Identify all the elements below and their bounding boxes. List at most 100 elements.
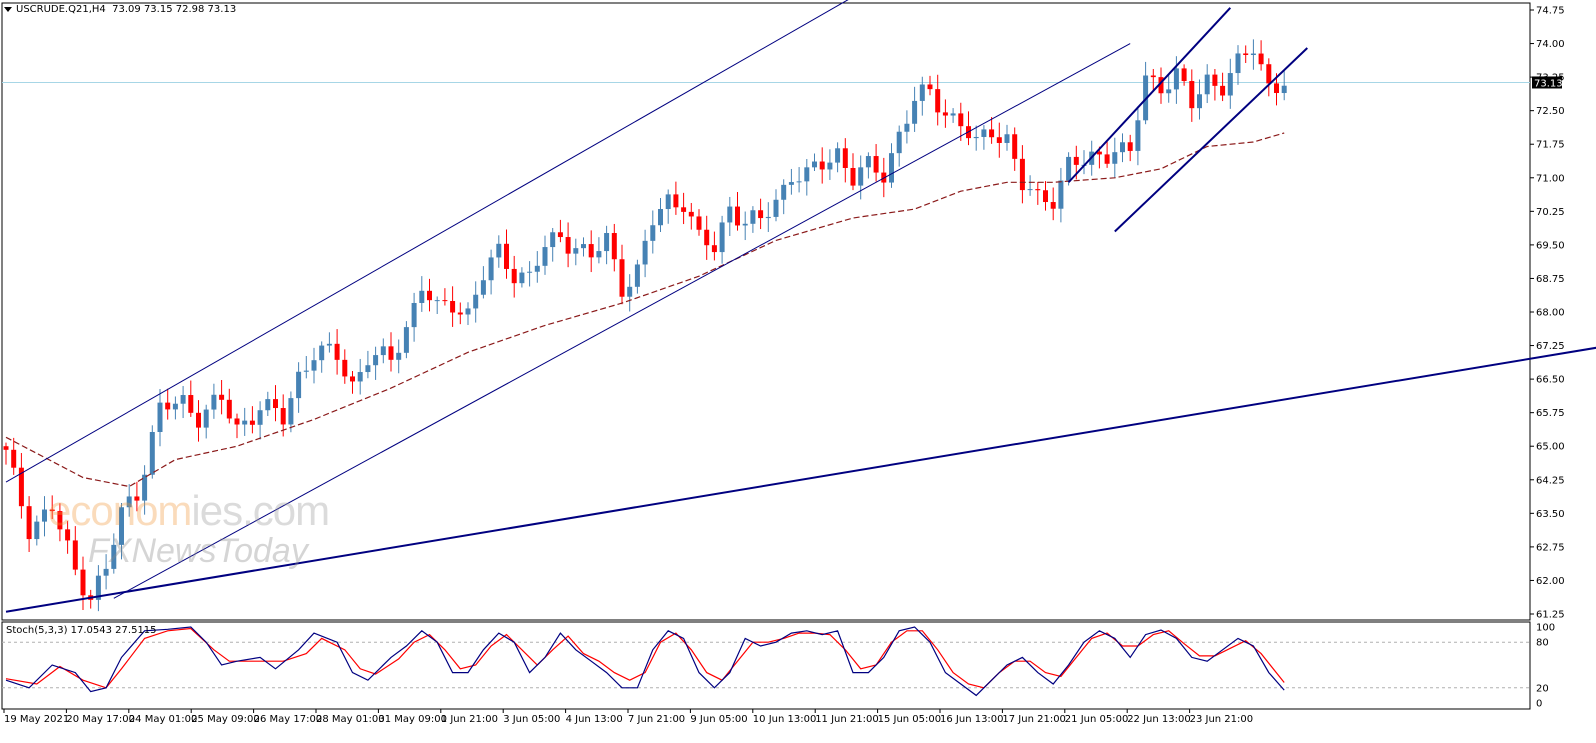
time-tick-label: 10 Jun 13:00: [753, 714, 817, 725]
candle-body: [596, 251, 602, 258]
candle-body: [858, 167, 864, 186]
stochastic-label: Stoch(5,3,3) 17.0543 27.5115: [6, 625, 157, 636]
candle-body: [704, 229, 710, 246]
candle-body: [419, 290, 425, 303]
candle-body: [26, 506, 32, 540]
candle-body: [1173, 68, 1179, 90]
upper-channel-trendline: [5, 0, 849, 483]
candle-body: [1104, 154, 1110, 164]
candle-body: [504, 243, 509, 269]
time-tick-label: 1 Jun 21:00: [441, 714, 498, 725]
candle-body: [750, 210, 756, 224]
candle-body: [819, 161, 825, 170]
candle-body: [1050, 202, 1056, 209]
candle-body: [80, 569, 86, 596]
candle-body: [234, 418, 240, 425]
candle-body: [319, 345, 325, 361]
time-tick-label: 23 Jun 21:00: [1190, 714, 1254, 725]
short-channel-upper-trendline: [1067, 7, 1232, 183]
price-tick-label: 64.25: [1536, 475, 1565, 486]
candle-body: [1012, 134, 1018, 159]
candle-body: [442, 300, 448, 302]
main-panel: [1, 2, 1531, 621]
candle-body: [326, 343, 332, 346]
candle-body: [142, 474, 148, 501]
osc-level-label: 100: [1536, 623, 1555, 634]
candle-body: [457, 312, 463, 315]
candle-body: [611, 233, 617, 260]
candle-body: [812, 161, 817, 168]
candle-body: [18, 467, 24, 507]
candle-body: [1150, 75, 1156, 78]
candle-body: [72, 540, 78, 570]
osc-level-label: 20: [1536, 683, 1549, 694]
candle-body: [711, 245, 717, 253]
candle-body: [350, 376, 355, 382]
dropdown-arrow-icon[interactable]: [4, 7, 12, 12]
candle-body: [1166, 89, 1172, 94]
candle-body: [827, 162, 833, 170]
candle-body: [942, 112, 948, 116]
candle-body: [658, 209, 663, 226]
candle-body: [111, 544, 117, 569]
candle-body: [1204, 74, 1210, 95]
candle-body: [873, 156, 879, 173]
candle-body: [11, 449, 17, 468]
candle-body: [380, 346, 386, 356]
price-tick-label: 65.75: [1536, 408, 1565, 419]
candle-body: [249, 420, 255, 425]
candle-body: [935, 89, 941, 113]
candle-body: [149, 432, 155, 475]
time-tick-label: 26 May 17:00: [254, 714, 323, 725]
candle-body: [273, 399, 278, 409]
candle-body: [196, 412, 201, 428]
time-tick-label: 25 May 09:00: [191, 714, 260, 725]
price-tick-label: 66.50: [1536, 375, 1565, 386]
long-term-support-trendline: [5, 346, 1596, 613]
candle-body: [696, 216, 702, 230]
time-tick-label: 3 Jun 05:00: [503, 714, 560, 725]
price-tick-label: 68.00: [1536, 308, 1565, 319]
candle-body: [619, 259, 625, 297]
price-tick-label: 67.25: [1536, 341, 1565, 352]
candle-body: [758, 210, 764, 219]
price-tick-label: 68.75: [1536, 274, 1565, 285]
candle-body: [172, 403, 178, 410]
time-tick-label: 21 Jun 05:00: [1065, 714, 1129, 725]
candle-body: [542, 247, 548, 266]
candle-body: [49, 509, 55, 512]
candle-body: [427, 290, 432, 301]
candle-body: [1058, 180, 1064, 209]
candle-body: [57, 511, 63, 530]
candle-body: [188, 395, 194, 413]
candle-body: [496, 243, 502, 258]
time-tick-label: 22 Jun 13:00: [1127, 714, 1191, 725]
candle-body: [3, 446, 9, 450]
candle-body: [42, 509, 47, 522]
time-tick-label: 4 Jun 13:00: [566, 714, 623, 725]
price-tick-label: 72.50: [1536, 106, 1565, 117]
candle-body: [265, 399, 271, 411]
candle-body: [1135, 120, 1141, 151]
candle-body: [1197, 94, 1202, 109]
candle-body: [1066, 156, 1072, 181]
candle-body: [973, 136, 979, 139]
time-tick-label: 11 Jun 21:00: [815, 714, 879, 725]
ohlc-values: 73.09 73.15 72.98 73.13: [112, 4, 237, 15]
candle-body: [527, 271, 533, 273]
candle-body: [365, 365, 371, 373]
candle-body: [242, 420, 248, 425]
candle-body: [727, 206, 733, 223]
candle-body: [688, 211, 694, 217]
candle-body: [919, 84, 925, 101]
candle-body: [342, 359, 348, 377]
time-tick-label: 16 Jun 13:00: [940, 714, 1004, 725]
lower-channel-trendline: [113, 43, 1131, 599]
candle-body: [1258, 53, 1264, 65]
candle-body: [958, 113, 964, 127]
candle-body: [912, 100, 918, 124]
candle-body: [804, 167, 810, 182]
candle-body: [904, 123, 910, 132]
candle-body: [673, 194, 679, 208]
